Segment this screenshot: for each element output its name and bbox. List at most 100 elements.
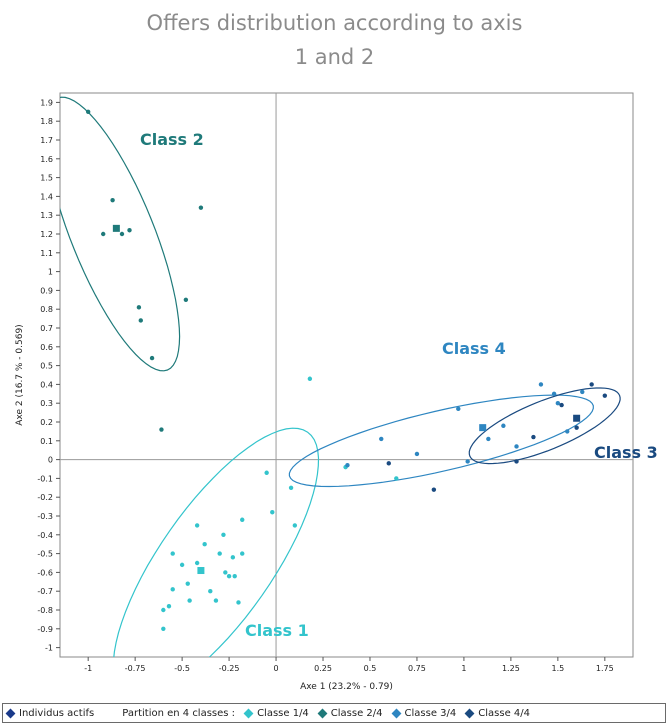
legend-item-class-3: Classe 3/4 xyxy=(389,707,457,719)
data-point-series-4 xyxy=(431,487,437,492)
data-point-series-3 xyxy=(379,436,384,442)
data-point-series-1 xyxy=(170,587,175,592)
data-point-series-3 xyxy=(465,459,470,464)
data-point-series-1 xyxy=(236,600,241,605)
x-tick-label: 0 xyxy=(274,664,279,673)
data-point-series-4 xyxy=(559,402,564,408)
data-point-series-4 xyxy=(514,459,519,464)
data-point-series-1 xyxy=(240,517,245,522)
y-tick-label: -0.2 xyxy=(37,493,53,502)
data-point-series-2 xyxy=(101,231,106,237)
y-tick-label: -0.5 xyxy=(37,550,53,559)
y-tick-label: -0.9 xyxy=(37,625,53,634)
class-label-2: Class 2 xyxy=(140,130,204,149)
x-axis-label: Axe 1 (23.2% - 0.79) xyxy=(300,682,393,692)
y-tick-label: 1.2 xyxy=(40,230,53,239)
chart-title-line-1: Offers distribution according to axis xyxy=(146,11,523,35)
centroid-marker-series-4 xyxy=(573,414,581,422)
plot-frame xyxy=(59,92,634,658)
y-tick-label: 1.1 xyxy=(40,249,53,258)
data-point-series-3 xyxy=(538,382,544,387)
data-point-series-2 xyxy=(85,109,91,115)
y-tick-label: 1.8 xyxy=(40,117,53,126)
y-tick-label: 0.2 xyxy=(40,418,53,427)
data-point-series-1 xyxy=(194,523,200,528)
y-tick-label: -0.8 xyxy=(37,606,53,615)
legend-partition-label: Partition en 4 classes : xyxy=(122,707,236,719)
data-point-series-1 xyxy=(394,476,399,481)
y-tick-label: 0.3 xyxy=(40,399,53,408)
data-point-series-1 xyxy=(240,551,245,556)
data-point-series-1 xyxy=(232,573,237,579)
confidence-ellipse-4 xyxy=(468,387,621,465)
data-point-series-1 xyxy=(230,555,236,560)
data-point-series-2 xyxy=(149,355,155,361)
data-point-series-4 xyxy=(386,461,391,466)
data-point-series-1 xyxy=(217,551,222,556)
legend-marker-icon xyxy=(464,708,475,718)
data-point-series-1 xyxy=(226,573,232,579)
x-tick-label: 1.25 xyxy=(502,664,520,673)
data-point-series-3 xyxy=(414,451,420,457)
centroid-marker-series-1 xyxy=(197,567,205,575)
legend-label: Classe 1/4 xyxy=(257,707,309,719)
data-point-series-3 xyxy=(486,436,491,442)
legend-label-individus: Individus actifs xyxy=(19,707,95,719)
data-point-series-1 xyxy=(194,560,200,566)
x-tick-label: 0.25 xyxy=(314,664,332,673)
y-axis-label: Axe 2 (16.7 % - 0.569) xyxy=(15,324,25,425)
data-point-series-3 xyxy=(345,463,350,468)
data-point-series-2 xyxy=(127,228,132,233)
y-tick-label: 1.3 xyxy=(40,211,53,220)
x-tick-label: 0.75 xyxy=(408,664,426,673)
legend-marker-icon xyxy=(5,708,16,718)
data-point-series-2 xyxy=(136,305,142,310)
centroid-marker-series-3 xyxy=(479,424,487,432)
data-point-series-3 xyxy=(501,423,506,428)
y-tick-label: 1.7 xyxy=(40,136,53,145)
data-point-series-2 xyxy=(119,231,125,237)
x-tick-label: 1 xyxy=(461,664,466,673)
legend-marker-icon xyxy=(317,708,328,718)
y-tick-label: 1.4 xyxy=(40,192,53,201)
y-tick-label: -0.4 xyxy=(37,531,53,540)
y-tick-label: -0.7 xyxy=(37,587,53,596)
data-point-series-3 xyxy=(551,391,557,396)
y-tick-label: 0.5 xyxy=(40,362,53,371)
y-tick-label: 0.6 xyxy=(40,343,53,352)
class-label-3: Class 4 xyxy=(442,339,506,358)
legend-label: Classe 3/4 xyxy=(404,707,457,719)
centroid-marker-series-2 xyxy=(112,224,120,232)
legend-label: Classe 4/4 xyxy=(478,707,530,719)
legend-marker-icon xyxy=(243,708,254,718)
data-point-series-1 xyxy=(288,485,294,490)
class-label-4: Class 3 xyxy=(594,443,658,462)
data-point-series-1 xyxy=(208,589,213,594)
data-point-series-2 xyxy=(198,205,204,210)
y-tick-label: -0.1 xyxy=(37,474,53,483)
data-point-series-4 xyxy=(589,382,594,387)
data-point-series-2 xyxy=(138,318,143,323)
y-tick-label: 1.5 xyxy=(40,174,53,183)
y-tick-label: 1.6 xyxy=(40,155,53,164)
data-point-series-1 xyxy=(292,523,298,528)
y-tick-label: 1.9 xyxy=(40,98,53,107)
legend-item-class-2: Classe 2/4 xyxy=(315,708,383,719)
y-tick-label: 0.1 xyxy=(40,437,53,446)
data-point-series-1 xyxy=(221,532,226,537)
x-tick-label: -0.75 xyxy=(125,664,146,673)
scatter-plot: -1 -0.9 -0.8 -0.7 -0.6 -0.5 -0.4 -0.3 -0.2 -0.1 0 0… xyxy=(15,92,658,692)
x-tick-label: 1.75 xyxy=(596,664,614,673)
legend-item-class-4: Classe 4/4 xyxy=(462,708,530,719)
data-point-series-2 xyxy=(159,427,164,432)
data-point-series-3 xyxy=(565,429,570,434)
data-point-series-1 xyxy=(161,626,166,631)
data-point-series-2 xyxy=(183,297,189,302)
x-tick-label: -1 xyxy=(84,664,92,673)
data-point-series-1 xyxy=(179,562,185,568)
data-point-series-4 xyxy=(602,393,608,398)
y-tick-label: 0.8 xyxy=(40,305,53,314)
data-point-series-1 xyxy=(223,570,228,575)
y-tick-label: -0.6 xyxy=(37,568,53,577)
legend-label: Classe 2/4 xyxy=(330,707,383,719)
